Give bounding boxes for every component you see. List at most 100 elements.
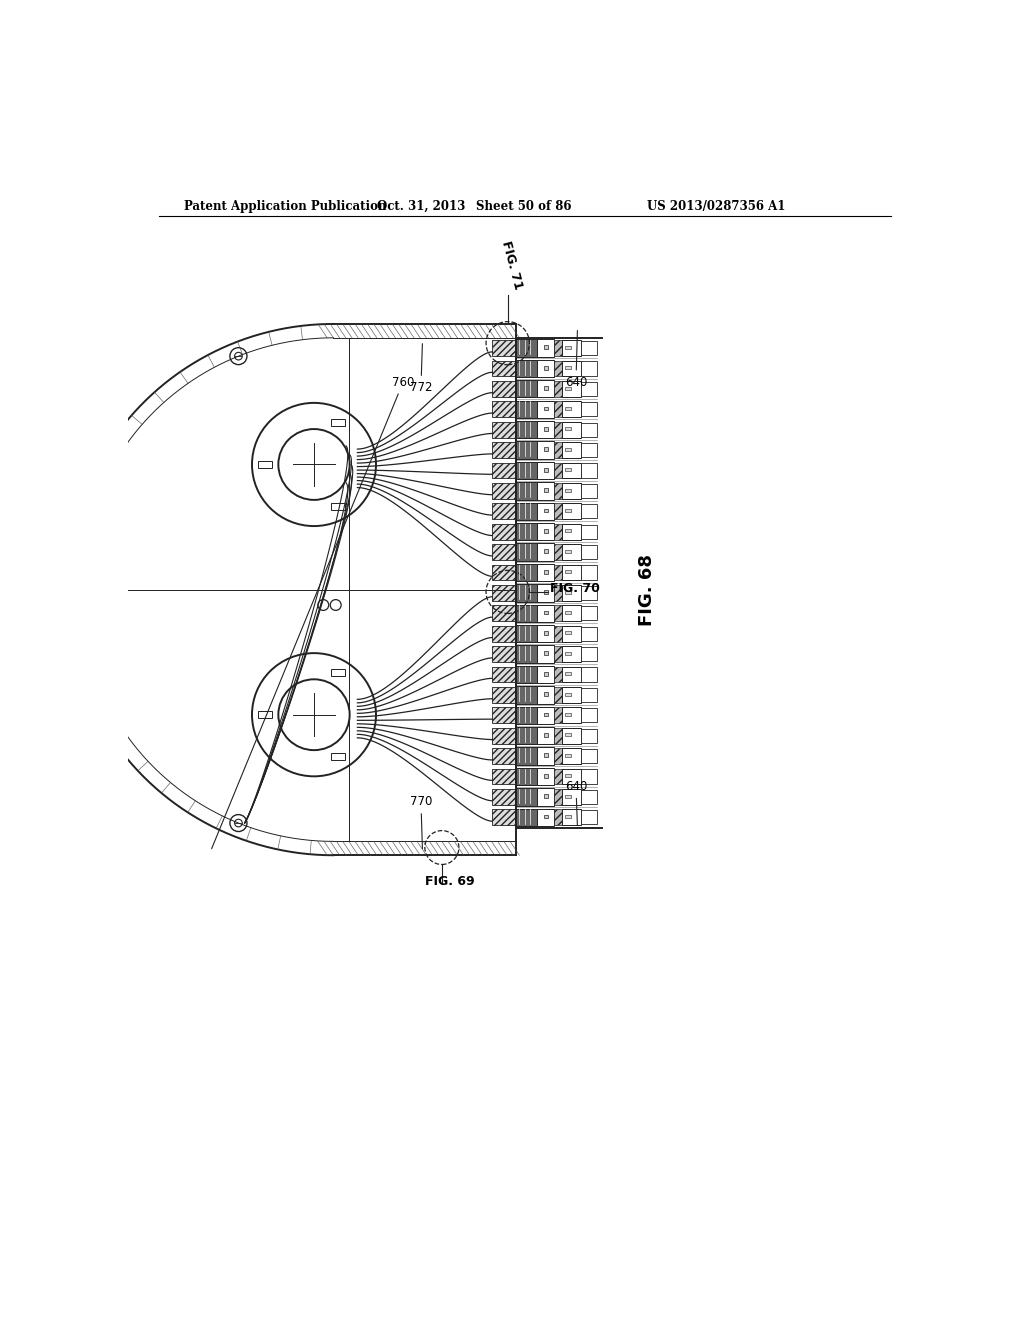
Bar	[538, 482, 554, 499]
Bar	[538, 380, 554, 397]
Bar	[515, 462, 538, 479]
Bar	[554, 585, 562, 601]
Bar	[493, 727, 515, 743]
Bar	[562, 524, 582, 540]
Bar	[554, 483, 562, 499]
Bar	[515, 523, 538, 540]
Text: 772: 772	[410, 343, 432, 393]
Bar	[582, 770, 597, 784]
Bar	[565, 775, 571, 777]
Bar	[493, 544, 515, 560]
Bar	[544, 754, 548, 758]
Bar	[515, 421, 538, 438]
Bar	[332, 669, 345, 676]
Bar	[565, 611, 571, 614]
Bar	[515, 544, 538, 561]
Bar	[562, 768, 582, 784]
Bar	[544, 795, 548, 799]
Bar	[538, 585, 554, 602]
Bar	[582, 789, 597, 804]
Bar	[582, 586, 597, 601]
Bar	[582, 483, 597, 498]
Bar	[565, 407, 571, 411]
Bar	[565, 713, 571, 715]
Bar	[538, 339, 554, 356]
Bar	[565, 652, 571, 655]
Circle shape	[234, 352, 243, 360]
Bar	[538, 645, 554, 663]
Bar	[562, 381, 582, 397]
Bar	[565, 693, 571, 696]
Bar	[582, 545, 597, 560]
Bar	[515, 503, 538, 520]
Bar	[562, 686, 582, 702]
Bar	[515, 605, 538, 622]
Bar	[538, 503, 554, 520]
Bar	[562, 565, 582, 581]
Bar	[565, 631, 571, 635]
Bar	[565, 814, 571, 818]
Bar	[582, 444, 597, 457]
Bar	[515, 626, 538, 643]
Bar	[515, 747, 538, 764]
Bar	[493, 442, 515, 458]
Bar	[515, 380, 538, 397]
Bar	[538, 768, 554, 785]
Bar	[554, 809, 562, 825]
Bar	[538, 400, 554, 418]
Bar	[544, 488, 548, 492]
Bar	[554, 667, 562, 682]
Bar	[582, 810, 597, 825]
Bar	[554, 462, 562, 478]
Bar	[493, 585, 515, 601]
Text: FIG. 69: FIG. 69	[425, 875, 474, 887]
Bar	[562, 341, 582, 356]
Bar	[554, 524, 562, 540]
Bar	[493, 606, 515, 622]
Bar	[562, 667, 582, 682]
Bar	[582, 504, 597, 519]
Bar	[515, 665, 538, 684]
Bar	[544, 713, 548, 717]
Bar	[582, 668, 597, 681]
Bar	[538, 788, 554, 805]
Bar	[515, 441, 538, 459]
Bar	[493, 789, 515, 805]
Bar	[562, 401, 582, 417]
Bar	[562, 462, 582, 478]
Bar	[582, 647, 597, 661]
Bar	[582, 381, 597, 396]
Text: FIG. 71: FIG. 71	[499, 239, 524, 290]
Bar	[493, 667, 515, 682]
Bar	[544, 387, 548, 389]
Bar	[538, 747, 554, 764]
Bar	[554, 768, 562, 784]
Bar	[538, 544, 554, 561]
Bar	[515, 564, 538, 581]
Bar	[565, 672, 571, 676]
Bar	[332, 503, 345, 510]
Bar	[562, 626, 582, 642]
Bar	[544, 814, 548, 818]
Bar	[565, 488, 571, 491]
Bar	[562, 727, 582, 743]
Bar	[565, 346, 571, 348]
Bar	[582, 565, 597, 579]
Circle shape	[234, 820, 243, 826]
Bar	[562, 422, 582, 437]
Bar	[493, 809, 515, 825]
Bar	[554, 606, 562, 622]
Bar	[554, 565, 562, 581]
Bar	[493, 401, 515, 417]
Bar	[565, 549, 571, 553]
Bar	[582, 708, 597, 722]
Bar	[562, 809, 582, 825]
Bar	[544, 346, 548, 350]
Bar	[515, 339, 538, 356]
Bar	[515, 645, 538, 663]
Bar	[544, 692, 548, 696]
Bar	[582, 606, 597, 620]
Bar	[554, 503, 562, 519]
Circle shape	[84, 586, 91, 594]
Bar	[493, 524, 515, 540]
